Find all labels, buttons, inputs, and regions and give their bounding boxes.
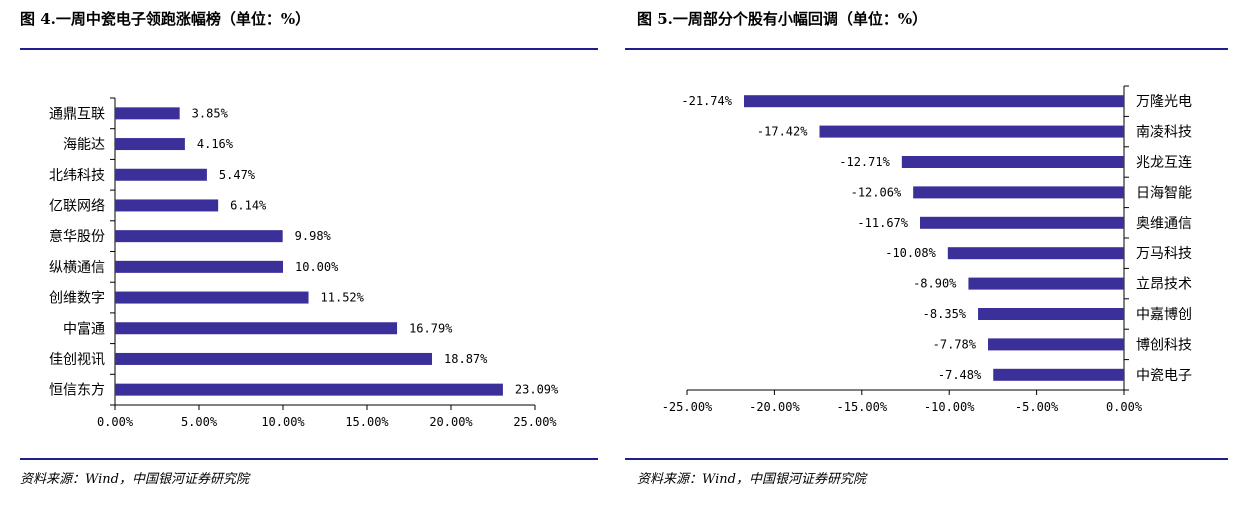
bar [115, 383, 503, 396]
title-rule [625, 48, 1228, 50]
data-label: -7.48% [938, 368, 982, 382]
category-label: 万隆光电 [1136, 94, 1192, 110]
source-note: 资料来源：Wind，中国银河证券研究院 [20, 472, 249, 487]
category-label: 中富通 [63, 320, 105, 337]
data-label: -12.06% [851, 185, 902, 199]
category-label: 中嘉博创 [1136, 306, 1192, 323]
source-note: 资料来源：Wind，中国银河证券研究院 [637, 472, 866, 487]
data-label: 16.79% [409, 321, 453, 335]
data-label: 10.00% [295, 260, 339, 274]
bar [819, 125, 1124, 138]
bar [988, 338, 1124, 351]
x-tick-label: -10.00% [924, 400, 975, 414]
data-label: -11.67% [857, 216, 908, 230]
data-label: -7.78% [933, 337, 977, 351]
bar [115, 199, 219, 212]
data-label: 11.52% [321, 291, 365, 305]
chart-panel-right: 图 5.一周部分个股有小幅回调（单位：%） -25.00% -20.00% -15.… [625, 0, 1240, 505]
data-label: 6.14% [230, 198, 267, 212]
bar [978, 308, 1124, 320]
bar-chart-gainers: 0.00% 5.00% 10.00% 15.00% 20.00% 25.00% 通鼎互联 3.… [49, 97, 559, 429]
category-label: 兆龙互连 [1136, 155, 1192, 171]
bar [115, 230, 283, 243]
data-label: 9.98% [295, 229, 332, 243]
bar [913, 186, 1124, 199]
bar [968, 277, 1124, 290]
category-label: 创维数字 [49, 291, 105, 307]
x-tick-label: -5.00% [1015, 400, 1059, 414]
category-label: 佳创视讯 [49, 352, 105, 368]
bar-chart-decliners: -25.00% -20.00% -15.00% -10.00% -5.00% 0.00% 万… [662, 85, 1192, 414]
data-label: -8.35% [923, 307, 967, 321]
x-tick-label: 25.00% [513, 415, 557, 429]
category-label: 日海智能 [1136, 185, 1192, 201]
data-label: 23.09% [515, 383, 559, 397]
data-label: 5.47% [219, 168, 256, 182]
x-tick-label: 10.00% [261, 415, 305, 429]
category-label: 北纬科技 [49, 168, 105, 184]
category-label: 纵横通信 [49, 260, 105, 276]
bar [901, 156, 1124, 168]
bar [947, 247, 1124, 260]
category-label: 恒信东方 [49, 383, 105, 399]
data-label: 3.85% [192, 106, 229, 120]
x-tick-label: 15.00% [345, 415, 389, 429]
x-tick-label: 0.00% [97, 415, 134, 429]
category-label: 海能达 [63, 137, 105, 153]
x-tick-label: 5.00% [181, 415, 218, 429]
category-label: 亿联网络 [49, 198, 105, 214]
x-tick-label: -25.00% [662, 400, 713, 414]
chart-title: 图 5.一周部分个股有小幅回调（单位：%） [637, 10, 928, 28]
data-label: -10.08% [885, 246, 936, 260]
bar [920, 216, 1124, 229]
category-label: 意华股份 [49, 228, 105, 245]
data-label: -12.71% [839, 155, 890, 169]
data-label: -17.42% [757, 125, 808, 139]
x-tick-label: 0.00% [1106, 400, 1143, 414]
chart-panel-left: 图 4.一周中瓷电子领跑涨幅榜（单位：%） 0.00% 5.00% 10.00% 15… [0, 0, 610, 505]
data-label: -8.90% [913, 277, 957, 291]
bar [115, 291, 309, 304]
bar [115, 322, 398, 335]
x-tick-label: -15.00% [837, 400, 888, 414]
category-label: 博创科技 [1136, 336, 1192, 353]
category-label: 万马科技 [1136, 246, 1192, 262]
category-label: 通鼎互联 [49, 106, 105, 122]
bar [115, 352, 433, 365]
chart-title: 图 4.一周中瓷电子领跑涨幅榜（单位：%） [20, 10, 311, 28]
bar [115, 168, 207, 181]
data-label: 18.87% [444, 352, 488, 366]
bar [115, 107, 180, 120]
bar [115, 260, 283, 273]
data-label: 4.16% [197, 137, 234, 151]
category-label: 立昂技术 [1136, 277, 1192, 293]
bar [743, 95, 1124, 108]
title-rule [20, 48, 598, 50]
category-label: 奥维通信 [1136, 215, 1192, 232]
category-label: 南凌科技 [1136, 125, 1192, 141]
footer-rule [625, 458, 1228, 460]
x-tick-label: -20.00% [749, 400, 800, 414]
bar [115, 138, 185, 151]
category-label: 中瓷电子 [1136, 368, 1192, 384]
x-tick-label: 20.00% [429, 415, 473, 429]
footer-rule [20, 458, 598, 460]
bar [993, 368, 1124, 381]
data-label: -21.74% [681, 94, 732, 108]
